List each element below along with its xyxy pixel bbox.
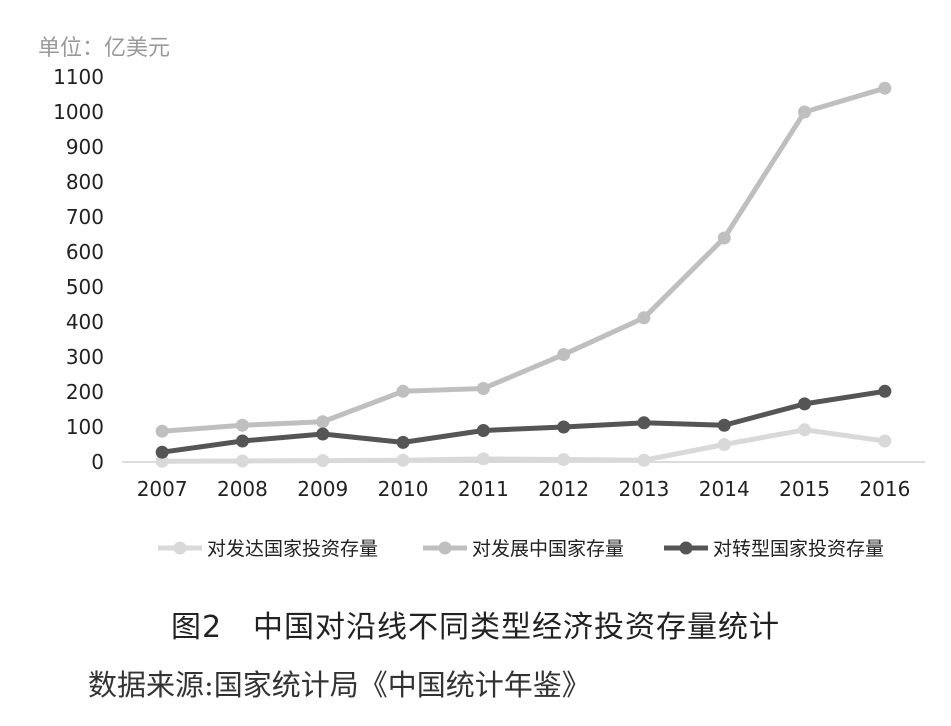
data-point: [316, 415, 330, 429]
data-point: [396, 384, 410, 398]
y-axis: 0 100 200 300 400 500 600 700 800 900 1000 1100: [53, 65, 104, 474]
data-point: [798, 423, 812, 437]
data-point: [878, 434, 892, 448]
data-point: [476, 424, 490, 437]
figure-source: 数据来源:国家统计局《中国统计年鉴》: [88, 668, 591, 702]
y-tick-label: 300: [66, 345, 104, 369]
legend: 对发达国家投资存量 对发展中国家存量 对转型国家投资存量: [158, 538, 884, 560]
y-tick-label: 800: [66, 170, 104, 194]
x-axis: 2007 2008 2009 2010 2011 2012 2013 2014 2015 2016: [122, 461, 925, 501]
y-tick-label: 0: [91, 450, 104, 474]
data-point: [476, 382, 490, 395]
figure-title: 图2 中国对沿线不同类型经济投资存量统计: [170, 610, 781, 645]
data-point: [396, 453, 410, 467]
unit-label: 单位：亿美元: [38, 36, 170, 61]
x-tick-label: 2014: [699, 477, 750, 501]
data-point: [396, 435, 410, 449]
data-point: [235, 434, 249, 448]
data-point: [878, 81, 892, 95]
y-tick-label: 400: [66, 310, 104, 334]
y-tick-label: 1100: [53, 65, 104, 89]
legend-swatch-marker: [173, 541, 187, 555]
series-line-3: [161, 388, 886, 455]
legend-label: 对转型国家投资存量: [713, 538, 884, 560]
y-tick-label: 900: [66, 135, 104, 159]
series-group: [155, 81, 892, 468]
data-point: [717, 231, 731, 245]
x-tick-label: 2007: [137, 477, 188, 501]
x-tick-label: 2012: [538, 477, 589, 501]
data-point: [155, 424, 169, 438]
data-point: [798, 397, 812, 411]
x-tick-label: 2009: [297, 477, 348, 501]
data-point: [637, 416, 651, 430]
x-tick-label: 2011: [458, 477, 509, 501]
data-point: [235, 418, 249, 432]
data-point: [557, 420, 571, 434]
x-tick-label: 2016: [859, 477, 910, 501]
series-line-2: [161, 85, 886, 434]
x-tick-label: 2010: [378, 477, 429, 501]
data-point: [878, 384, 892, 398]
y-tick-label: 700: [66, 205, 104, 229]
data-point: [717, 438, 731, 451]
x-tick-label: 2008: [217, 477, 268, 501]
data-point: [235, 454, 249, 468]
legend-label: 对发展中国家存量: [472, 538, 624, 560]
data-point: [557, 348, 571, 362]
legend-label: 对发达国家投资存量: [207, 538, 378, 560]
y-tick-label: 500: [66, 275, 104, 299]
y-tick-label: 200: [66, 380, 104, 404]
y-tick-label: 600: [66, 240, 104, 264]
y-tick-label: 100: [66, 415, 104, 439]
data-point: [316, 427, 330, 441]
data-point: [798, 105, 812, 119]
data-point: [637, 311, 651, 325]
x-tick-label: 2015: [779, 477, 830, 501]
data-point: [155, 454, 169, 468]
data-point: [476, 452, 490, 466]
line-chart: 单位：亿美元 0 100 200 300 400 500 600 700 800 900 1000 1…: [38, 36, 925, 560]
y-tick-label: 1000: [53, 100, 104, 124]
data-point: [557, 453, 571, 467]
data-point: [637, 453, 651, 467]
legend-swatch-marker: [679, 541, 693, 555]
data-point: [717, 418, 731, 432]
series-line-1: [162, 427, 886, 464]
data-point: [155, 445, 169, 459]
x-tick-label: 2013: [618, 477, 669, 501]
legend-swatch-marker: [438, 541, 452, 555]
data-point: [316, 454, 330, 468]
